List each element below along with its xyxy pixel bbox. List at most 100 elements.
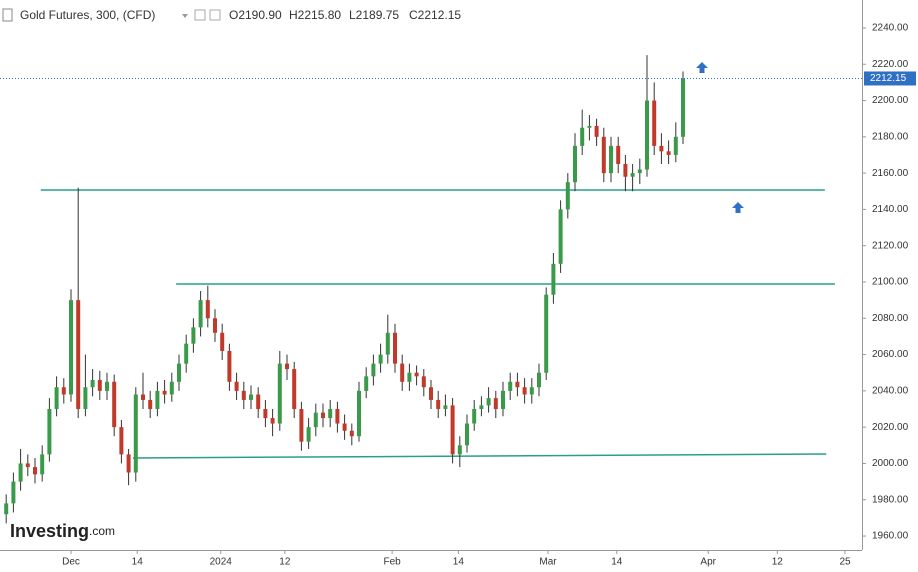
candle-body (119, 427, 124, 455)
candle-body (493, 398, 498, 410)
candle-body (47, 409, 52, 455)
candle-body (155, 390, 160, 410)
candle-body (90, 379, 95, 388)
x-tick-label: 12 (279, 557, 291, 568)
candle-body (623, 164, 628, 177)
chart-title: Gold Futures, 300, (CFD) (20, 8, 155, 22)
candle-body (25, 463, 30, 468)
candle-body (486, 398, 491, 406)
y-tick-label: 2120.00 (872, 240, 909, 251)
candle-body (162, 390, 167, 395)
y-tick-label: 2180.00 (872, 131, 909, 142)
candle-body (544, 294, 549, 373)
candle-body (256, 394, 261, 410)
candle-body (443, 405, 448, 410)
candle-body (537, 372, 542, 388)
y-tick-label: 2060.00 (872, 349, 909, 360)
candle-body (198, 300, 203, 328)
candle-body (11, 481, 16, 504)
candle-body (169, 381, 174, 395)
candle-body (378, 354, 383, 364)
candle-body (450, 405, 455, 455)
candle-body (529, 387, 534, 395)
candle-body (277, 363, 282, 424)
x-tick-label: 14 (453, 557, 465, 568)
candle-body (421, 376, 426, 388)
candle-body (371, 363, 376, 377)
candle-body (40, 454, 45, 475)
candle-body (248, 394, 253, 400)
candle-body (54, 387, 59, 410)
watermark: Investing.com (10, 521, 115, 541)
menu-icon[interactable] (2, 8, 13, 22)
candle-body (364, 376, 369, 391)
candle-body (104, 381, 109, 391)
candle-body (392, 332, 397, 364)
y-tick-label: 2140.00 (872, 204, 909, 215)
candle-body (659, 145, 664, 152)
trendline (132, 453, 827, 459)
dropdown-icon[interactable] (182, 14, 188, 18)
candle-body (565, 182, 570, 210)
candle-body (465, 423, 470, 446)
candle-body (140, 394, 145, 400)
candle-body (666, 151, 671, 155)
candle-body (306, 427, 311, 442)
candle-body (652, 100, 657, 146)
candle-body (133, 394, 138, 473)
ohlc-open: O2190.90 (229, 8, 282, 22)
watermark-main: Investing (10, 521, 89, 541)
candle-body (681, 78, 686, 137)
candle-body (176, 363, 181, 382)
icon[interactable] (209, 9, 221, 21)
candle-body (630, 173, 635, 177)
ohlc-high: H2215.80 (289, 8, 341, 22)
candle-body (220, 332, 225, 351)
candle-body (328, 409, 333, 419)
candle-body (472, 409, 477, 424)
x-tick-label: 12 (772, 557, 784, 568)
candle-body (385, 332, 390, 355)
y-tick-label: 2040.00 (872, 386, 909, 397)
candle-body (457, 445, 462, 455)
candle-body (673, 136, 678, 155)
candle-body (645, 100, 650, 170)
y-tick-label: 1980.00 (872, 494, 909, 505)
y-tick-label: 2020.00 (872, 422, 909, 433)
watermark-suffix: .com (89, 524, 115, 538)
candle-body (32, 467, 37, 475)
y-tick-label: 1960.00 (872, 531, 909, 542)
candle-body (407, 372, 412, 382)
candle-body (349, 430, 354, 437)
candle-body (508, 381, 513, 391)
candle-body (501, 390, 506, 410)
candle-body (18, 463, 23, 482)
candle-body (227, 350, 232, 382)
y-tick-label: 2080.00 (872, 313, 909, 324)
y-tick-label: 2000.00 (872, 458, 909, 469)
candle-body (637, 169, 642, 174)
candle-body (83, 387, 88, 410)
candle-body (400, 363, 405, 382)
up-arrow (696, 62, 708, 73)
candle-body (429, 387, 433, 400)
icon[interactable] (194, 9, 206, 21)
candle-body (356, 390, 361, 437)
candle-body (61, 387, 66, 395)
candle-body (76, 300, 81, 410)
candle-body (68, 300, 73, 395)
candle-body (580, 127, 585, 146)
candle-body (299, 409, 304, 442)
x-tick-label: Mar (539, 557, 557, 568)
candle-body (270, 418, 275, 424)
x-tick-label: 2024 (210, 557, 233, 568)
candle-body (342, 423, 347, 431)
candle-body (292, 369, 297, 410)
candle-body (320, 412, 325, 419)
last-price-box (864, 71, 916, 86)
candle-body (616, 145, 621, 165)
header: Gold Futures, 300, (CFD) O2190.90 H2215.… (2, 8, 461, 22)
candle-body (148, 399, 153, 410)
